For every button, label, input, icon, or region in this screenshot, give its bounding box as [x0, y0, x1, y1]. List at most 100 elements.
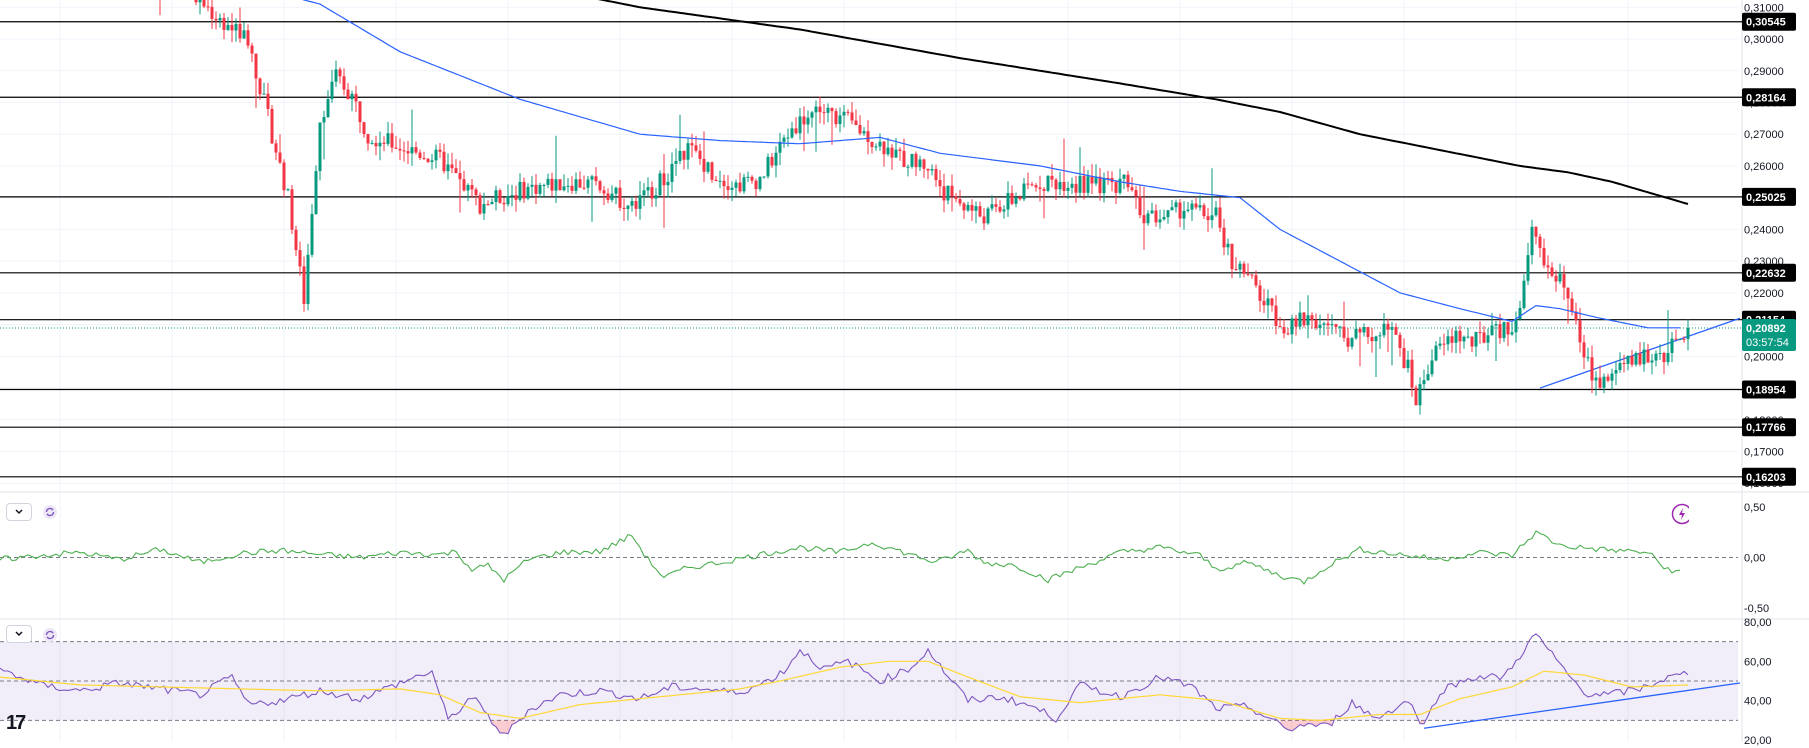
candle-body — [1322, 323, 1326, 325]
candle-body — [1418, 384, 1422, 406]
rsi-tick-label: 40,00 — [1744, 696, 1772, 708]
candle-body — [1086, 176, 1090, 193]
candle-body — [790, 128, 794, 138]
candle-body — [1522, 280, 1526, 308]
candle-body — [870, 142, 874, 147]
candle-body — [1210, 215, 1214, 221]
candle-body — [538, 184, 542, 194]
candle-body — [434, 149, 438, 161]
candle-body — [1242, 263, 1246, 274]
candle-body — [826, 107, 830, 113]
indicator-tick-label: 0,50 — [1744, 502, 1765, 514]
candle-body — [1350, 338, 1354, 347]
rsi-tick-label: 60,00 — [1744, 656, 1772, 668]
candle-body — [1070, 183, 1074, 188]
price-tick-label: 0,30000 — [1744, 34, 1784, 46]
price-badges: 0,305450,281640,250250,226320,211540,189… — [1742, 12, 1796, 486]
candle-body — [394, 147, 398, 149]
candle-body — [1666, 353, 1670, 363]
candle-body — [666, 181, 670, 186]
candle-body — [514, 195, 518, 200]
candle-body — [206, 6, 210, 8]
candle-body — [746, 176, 750, 178]
ma50-line — [302, 0, 1680, 329]
candle-body — [1410, 359, 1414, 388]
candle-body — [522, 181, 526, 199]
candle-body — [1370, 337, 1374, 342]
candle-body — [1018, 197, 1022, 200]
rsi-oversold-fill — [1420, 720, 1424, 724]
candle-body — [354, 93, 358, 102]
candle-body — [558, 179, 562, 191]
candle-body — [866, 131, 870, 143]
level-badge-label: 0,28164 — [1746, 92, 1787, 104]
indicator-settings-button[interactable] — [41, 503, 59, 521]
candle-body — [1446, 336, 1450, 345]
candle-body — [774, 152, 778, 166]
candle-body — [1034, 185, 1038, 188]
candle-body — [1454, 330, 1458, 343]
candle-body — [650, 187, 654, 199]
candle-body — [1278, 325, 1282, 328]
candles — [159, 0, 1690, 415]
candle-body — [1058, 182, 1062, 190]
candle-body — [886, 147, 890, 155]
candle-body — [198, 0, 202, 3]
candle-body — [1118, 178, 1122, 193]
candle-body — [1502, 322, 1506, 339]
candle-body — [1066, 187, 1070, 191]
collapse-rsi-pane-button[interactable] — [6, 625, 32, 643]
candle-body — [1634, 353, 1638, 365]
candle-body — [1462, 336, 1466, 342]
candle-body — [414, 147, 418, 153]
candle-body — [1362, 327, 1366, 333]
candle-body — [1354, 328, 1358, 339]
indicator-tick-label: -0,50 — [1744, 603, 1769, 615]
candle-body — [1318, 324, 1322, 329]
collapse-pane-button[interactable] — [6, 503, 32, 521]
candle-body — [938, 180, 942, 187]
ma200-line — [597, 0, 1689, 205]
candle-body — [1422, 380, 1426, 385]
candle-body — [1394, 327, 1398, 335]
candle-body — [1162, 217, 1166, 220]
candle-body — [278, 152, 282, 163]
candle-body — [1386, 323, 1390, 330]
rsi-settings-button[interactable] — [41, 626, 59, 644]
candle-body — [862, 131, 866, 134]
candle-body — [274, 143, 278, 153]
candle-body — [418, 152, 422, 159]
tradingview-logo[interactable]: 17 — [6, 712, 26, 734]
candle-body — [590, 176, 594, 180]
candle-body — [818, 106, 822, 113]
level-badge — [1742, 380, 1796, 399]
candle-body — [1674, 338, 1678, 340]
candle-body — [1526, 255, 1530, 281]
candle-body — [1450, 336, 1454, 343]
candle-body — [1510, 332, 1514, 335]
candle-body — [1218, 207, 1222, 228]
candle-body — [1158, 219, 1162, 223]
candle-body — [518, 181, 522, 200]
candle-body — [1042, 188, 1046, 191]
candle-body — [1230, 243, 1234, 270]
candle-body — [258, 78, 262, 95]
candle-body — [998, 206, 1002, 212]
candle-body — [210, 6, 214, 19]
candle-body — [662, 173, 666, 186]
alert-button[interactable] — [1671, 503, 1689, 525]
candle-body — [1142, 215, 1146, 224]
candle-body — [1562, 273, 1566, 288]
candle-body — [238, 23, 242, 39]
level-badge-label: 0,30545 — [1746, 17, 1786, 29]
level-badge — [1742, 187, 1796, 206]
candle-body — [1254, 275, 1258, 286]
candle-body — [438, 149, 442, 152]
chevron-down-icon — [15, 631, 23, 637]
candle-body — [1670, 338, 1674, 354]
candle-body — [1470, 336, 1474, 347]
candle-body — [1094, 176, 1098, 184]
candle-body — [1466, 336, 1470, 338]
candle-body — [1358, 328, 1362, 333]
